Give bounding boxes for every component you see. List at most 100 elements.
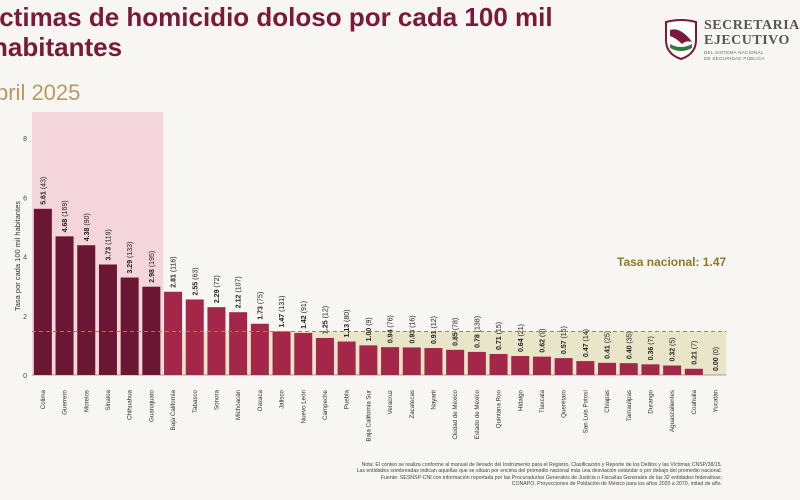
category-label: Tamaulipas: [626, 390, 633, 421]
category-label: Yucatán: [713, 389, 720, 412]
bar: [684, 368, 703, 375]
bar: [55, 236, 74, 375]
category-label: Nayarit: [430, 390, 437, 410]
data-label: 0.00 (0): [713, 347, 720, 371]
bar: [511, 356, 530, 375]
footnote-line: Nota: El conteo se realiza conforme al m…: [361, 462, 722, 468]
bar: [120, 277, 139, 375]
data-label: 0.71 (15): [496, 322, 503, 350]
data-label: 1.25 (12): [322, 306, 329, 334]
y-tick-label: 8: [23, 136, 27, 143]
bar: [663, 365, 682, 375]
data-label: 0.62 (9): [539, 329, 546, 353]
data-label: 1.13 (80): [344, 309, 351, 337]
mexico-map-shield-icon: [665, 19, 697, 60]
category-label: Sinaloa: [105, 389, 112, 410]
y-tick-label: 6: [23, 195, 27, 202]
data-label: 0.91 (12): [431, 316, 438, 344]
bar: [598, 362, 617, 375]
national-rate-label: Tasa nacional: 1.47: [617, 255, 726, 269]
data-label: 2.29 (72): [214, 275, 221, 303]
bar: [142, 286, 161, 375]
footnote-line: Fuente: SESNSP-CNI con información repor…: [380, 474, 722, 481]
bar: [554, 358, 573, 375]
bar: [576, 361, 595, 375]
bar: [467, 351, 486, 375]
category-label: Coahuila: [691, 389, 698, 414]
bar: [185, 299, 204, 375]
data-label: 4.38 (90): [84, 213, 91, 241]
footnote-line: CONAPO, Proyecciones de Población de Méx…: [511, 481, 722, 488]
logo-line-3: DEL SISTEMA NACIONAL: [704, 50, 764, 55]
bar: [446, 349, 465, 375]
category-label: Ciudad de México: [452, 389, 459, 439]
data-label: 0.78 (138): [474, 316, 481, 348]
category-label: Sonora: [213, 389, 220, 410]
bar: [337, 341, 356, 375]
bar: [381, 347, 400, 375]
data-label: 0.32 (5): [670, 337, 677, 361]
category-label: Michoacán: [235, 389, 242, 419]
category-label: Zacatecas: [409, 390, 416, 419]
category-label: Campeche: [322, 389, 329, 419]
category-label: Jalisco: [279, 389, 286, 408]
bar: [250, 323, 269, 375]
category-label: Durango: [647, 389, 654, 413]
y-tick-label: 4: [23, 255, 27, 262]
footnote-line: Las entidades sombreadas indican aquella…: [356, 468, 722, 475]
data-label: 0.94 (76): [388, 315, 395, 343]
logo-line-1: SECRETARIADO: [704, 18, 800, 33]
bar: [229, 312, 248, 375]
category-label: Puebla: [344, 389, 351, 409]
bar: [207, 307, 226, 375]
data-label: 0.21 (7): [691, 341, 698, 365]
data-label: 1.42 (91): [301, 301, 308, 329]
logo-line-4: DE SEGURIDAD PÚBLICA: [704, 56, 765, 61]
bar: [77, 245, 96, 375]
bar: [294, 332, 313, 375]
category-label: San Luis Potosí: [582, 390, 589, 434]
category-label: Nuevo León: [300, 389, 307, 423]
category-label: Chihuahua: [127, 389, 134, 419]
bar: [359, 345, 378, 375]
category-label: Guerrero: [62, 389, 69, 414]
y-tick-label: 2: [23, 314, 27, 321]
data-label: 2.98 (195): [149, 251, 156, 283]
category-label: Morelos: [83, 390, 90, 412]
category-label: Hidalgo: [517, 389, 524, 411]
data-label: 0.41 (25): [605, 331, 612, 359]
data-label: 2.81 (116): [171, 256, 178, 287]
category-label: Baja California: [170, 389, 177, 430]
bar: [641, 364, 660, 375]
bar: [532, 356, 551, 375]
bar: [619, 363, 638, 375]
category-label: Estado de México: [474, 389, 481, 439]
category-label: Guanajuato: [148, 389, 155, 422]
category-label: Veracruz: [387, 390, 394, 414]
category-label: Quintana Roo: [496, 389, 503, 428]
data-label: 2.55 (63): [192, 267, 199, 295]
secretariado-logo: SECRETARIADO EJECUTIVO DEL SISTEMA NACIO…: [662, 16, 800, 66]
y-axis-label: Tasa por cada 100 mil habitantes: [13, 201, 22, 311]
data-label: 0.47 (14): [583, 329, 590, 357]
data-label: 0.64 (21): [518, 324, 525, 352]
bar: [272, 331, 291, 375]
category-label: Aguascalientes: [669, 390, 676, 432]
category-label: Tlaxcala: [539, 389, 546, 413]
data-label: 0.36 (7): [648, 336, 655, 360]
bar: [98, 264, 117, 375]
category-label: Colima: [40, 389, 47, 409]
logo-line-2: EJECUTIVO: [704, 33, 790, 48]
data-label: 5.61 (43): [40, 177, 47, 205]
footnote: Nota: El conteo se realiza conforme al m…: [162, 462, 722, 488]
category-label: Querétaro: [561, 389, 568, 417]
category-label: Oaxaca: [257, 389, 264, 411]
y-tick-label: 0: [23, 373, 27, 380]
data-label: 3.73 (119): [105, 229, 112, 260]
data-label: 1.73 (75): [257, 292, 264, 320]
bar: [315, 337, 334, 375]
page-title: íctimas de homicidio doloso por cada 100…: [0, 2, 553, 62]
data-label: 1.47 (131): [279, 296, 286, 328]
data-label: 0.85 (78): [453, 318, 460, 346]
data-label: 0.57 (15): [561, 326, 568, 354]
